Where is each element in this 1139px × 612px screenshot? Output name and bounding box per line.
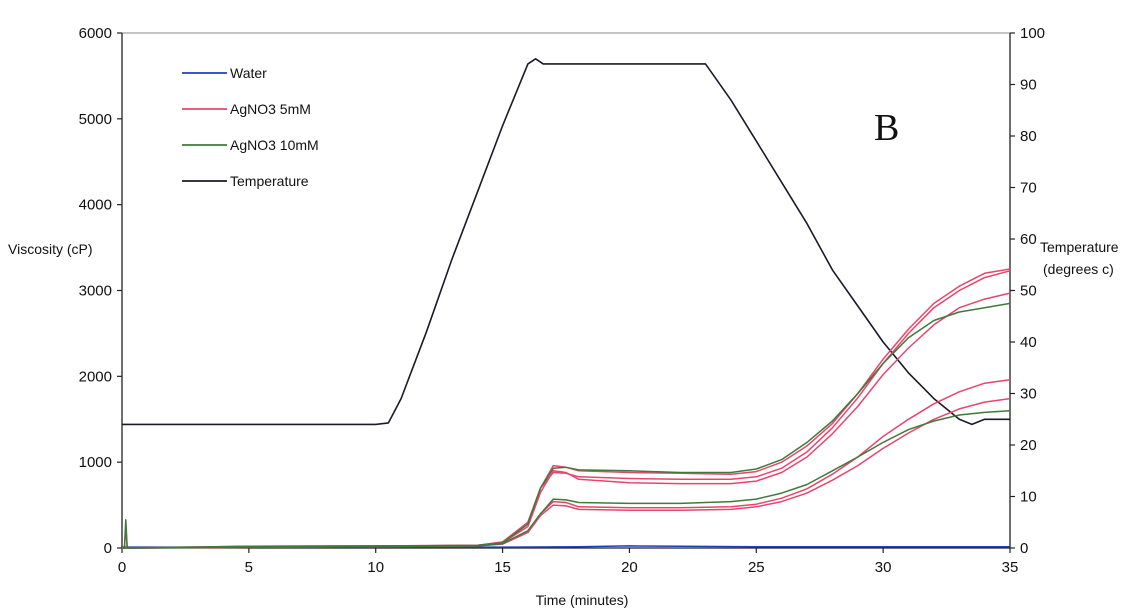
y2-tick-label: 60: [1020, 231, 1037, 248]
y-tick-label: 4000: [79, 197, 112, 214]
x-tick-label: 0: [118, 559, 126, 576]
x-axis-title: Time (minutes): [536, 592, 629, 608]
series-lines: [121, 57, 1011, 549]
y2-tick-label: 10: [1020, 489, 1037, 506]
y-axis-ticks: 0 1000 2000 3000 4000 5000 6000: [79, 25, 122, 557]
y-tick-label: 5000: [79, 111, 112, 128]
y-tick-label: 3000: [79, 283, 112, 300]
x-tick-label: 20: [621, 559, 638, 576]
y-axis-title: Viscosity (cP): [8, 241, 93, 257]
y-tick-label: 0: [104, 540, 112, 557]
y2-tick-label: 20: [1020, 437, 1037, 454]
temperature-series-line: [122, 57, 1010, 426]
y2-axis-ticks: 0 10 20 30 40 50 60 70 80 90 100: [1010, 25, 1045, 557]
x-tick-label: 10: [367, 559, 384, 576]
legend-label: Water: [230, 65, 267, 81]
y2-tick-label: 30: [1020, 386, 1037, 403]
y2-axis-title-line2: (degrees c): [1043, 261, 1114, 277]
panel-label: B: [874, 107, 899, 149]
legend-label: Temperature: [230, 173, 309, 189]
y2-tick-label: 0: [1020, 540, 1028, 557]
x-tick-label: 35: [1002, 559, 1019, 576]
y-tick-label: 6000: [79, 25, 112, 42]
x-tick-label: 5: [245, 559, 253, 576]
x-tick-label: 15: [494, 559, 511, 576]
agno3-5mm-series-line: [121, 379, 1011, 549]
agno3-5mm-series-line: [121, 292, 1011, 549]
y2-axis-title-line1: Temperature: [1040, 239, 1119, 255]
agno3-5mm-series-line: [121, 397, 1011, 549]
x-axis-ticks: 0 5 10 15 20 25 30 35: [118, 548, 1019, 576]
x-tick-label: 25: [748, 559, 765, 576]
legend: Water AgNO3 5mM AgNO3 10mM Temperature: [182, 65, 319, 189]
agno3-10mm-series-line: [121, 409, 1011, 549]
y2-tick-label: 70: [1020, 180, 1037, 197]
y-tick-label: 1000: [79, 454, 112, 471]
legend-label: AgNO3 5mM: [230, 101, 311, 117]
y2-tick-label: 40: [1020, 334, 1037, 351]
x-tick-label: 30: [875, 559, 892, 576]
agno3-10mm-series-line: [121, 302, 1011, 549]
y2-tick-label: 50: [1020, 283, 1037, 300]
y2-tick-label: 90: [1020, 77, 1037, 94]
legend-label: AgNO3 10mM: [230, 137, 319, 153]
y-tick-label: 2000: [79, 368, 112, 385]
y2-tick-label: 80: [1020, 128, 1037, 145]
y2-tick-label: 100: [1020, 25, 1045, 42]
